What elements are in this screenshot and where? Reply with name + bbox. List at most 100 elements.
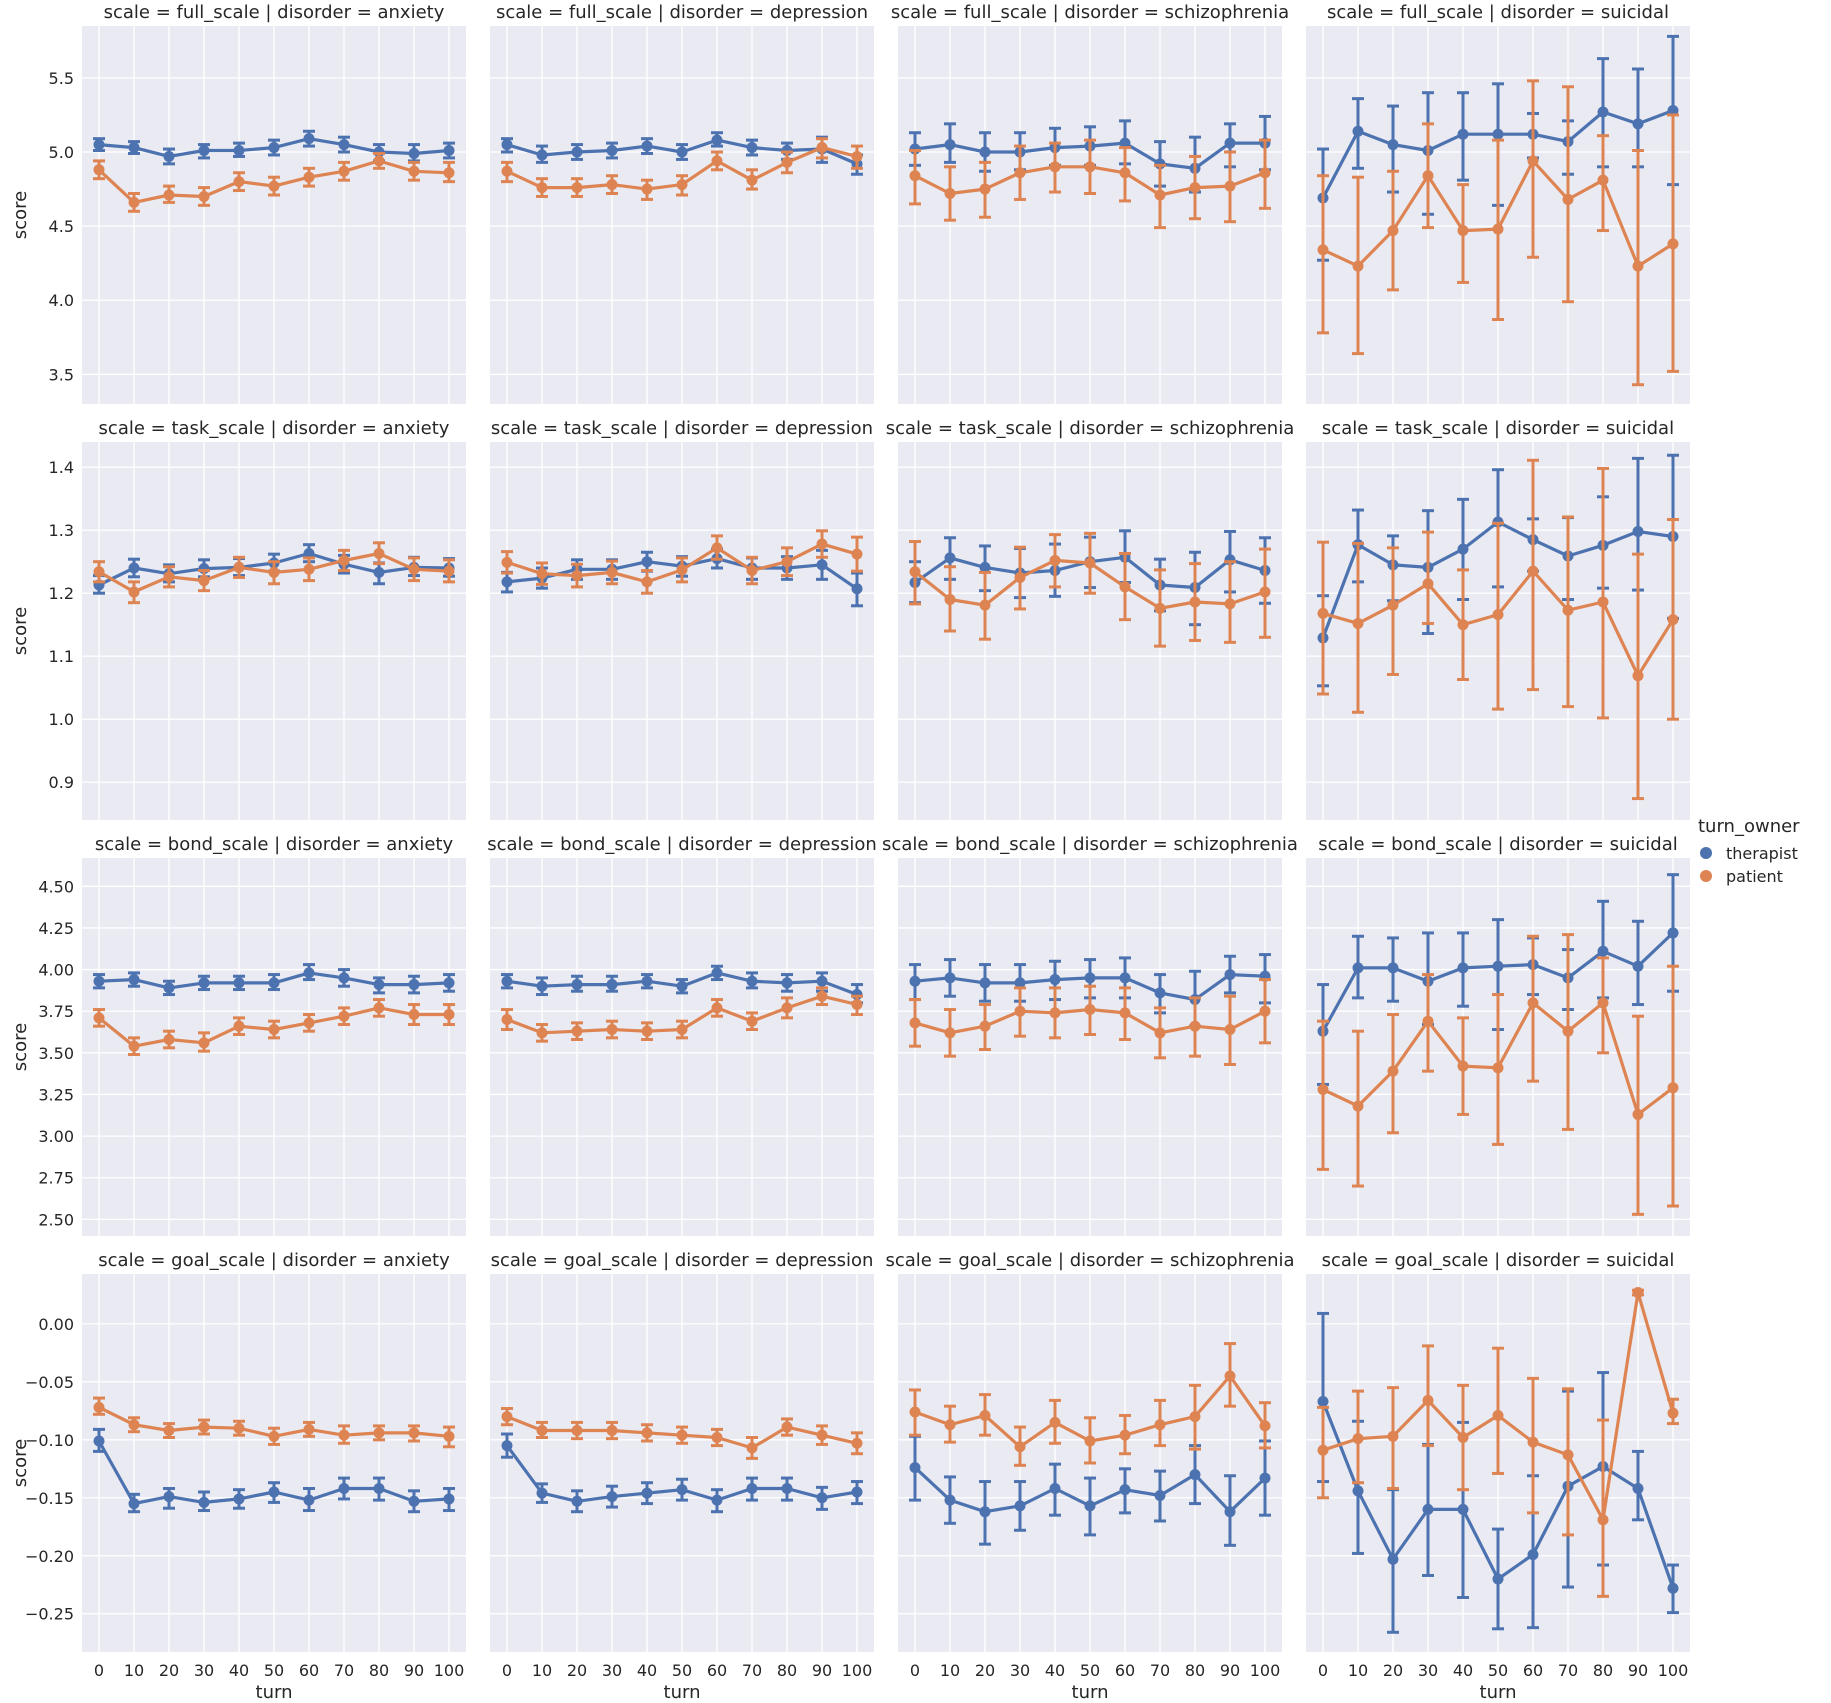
data-point-patient: [233, 176, 245, 188]
data-point-patient: [1049, 554, 1061, 566]
data-point-patient: [1317, 244, 1329, 256]
panel-title: scale = full_scale | disorder = suicidal: [1327, 2, 1669, 23]
data-point-therapist: [198, 1496, 210, 1508]
x-tick-label: 50: [1080, 1661, 1100, 1680]
data-point-patient: [1119, 167, 1131, 179]
x-tick-label: 20: [159, 1661, 179, 1680]
data-point-therapist: [1457, 543, 1469, 555]
data-point-patient: [1014, 571, 1026, 583]
data-point-patient: [1422, 170, 1434, 182]
panel-bond_scale-schizophrenia: scale = bond_scale | disorder = schizoph…: [882, 834, 1298, 1236]
data-point-patient: [303, 1017, 315, 1029]
data-point-therapist: [1632, 960, 1644, 972]
data-point-patient: [1154, 189, 1166, 201]
data-point-patient: [303, 563, 315, 575]
data-point-therapist: [1014, 1500, 1026, 1512]
panel-title: scale = bond_scale | disorder = anxiety: [95, 834, 454, 855]
y-axis-label: score: [10, 1439, 31, 1487]
data-point-therapist: [746, 142, 758, 154]
data-point-patient: [1632, 1287, 1644, 1299]
data-point-patient: [338, 554, 350, 566]
data-point-patient: [373, 1002, 385, 1014]
x-tick-label: 20: [975, 1661, 995, 1680]
data-point-patient: [1119, 1007, 1131, 1019]
data-point-patient: [233, 1020, 245, 1032]
data-point-patient: [944, 1419, 956, 1431]
data-point-therapist: [373, 566, 385, 578]
data-point-therapist: [501, 975, 513, 987]
data-point-patient: [268, 1024, 280, 1036]
data-point-patient: [711, 1431, 723, 1443]
data-point-patient: [606, 1024, 618, 1036]
y-axis-label: score: [10, 191, 31, 239]
data-point-patient: [1597, 997, 1609, 1009]
x-tick-label: 20: [1383, 1661, 1403, 1680]
data-point-patient: [93, 1401, 105, 1413]
panel-full_scale-depression: scale = full_scale | disorder = depressi…: [490, 2, 874, 404]
x-tick-label: 50: [1488, 1661, 1508, 1680]
data-point-patient: [1387, 1430, 1399, 1442]
data-point-patient: [816, 538, 828, 550]
data-point-patient: [443, 167, 455, 179]
data-point-patient: [1527, 565, 1539, 577]
data-point-therapist: [781, 977, 793, 989]
data-point-patient: [979, 1409, 991, 1421]
data-point-therapist: [851, 1486, 863, 1498]
panel-task_scale-depression: scale = task_scale | disorder = depressi…: [490, 418, 874, 820]
panel-goal_scale-schizophrenia: scale = goal_scale | disorder = schizoph…: [885, 1250, 1294, 1703]
series-therapist: [501, 1432, 863, 1514]
data-point-patient: [1632, 670, 1644, 682]
y-tick-label: 4.00: [38, 961, 74, 980]
data-point-therapist: [268, 1486, 280, 1498]
data-point-patient: [1352, 260, 1364, 272]
y-tick-label: −0.25: [25, 1605, 74, 1624]
x-axis-label: turn: [256, 1682, 293, 1703]
data-point-patient: [1597, 1514, 1609, 1526]
panel-title: scale = task_scale | disorder = anxiety: [99, 418, 450, 439]
data-point-therapist: [303, 133, 315, 145]
data-point-patient: [1049, 161, 1061, 173]
data-point-therapist: [501, 1440, 513, 1452]
x-tick-label: 30: [602, 1661, 622, 1680]
series-patient: [1317, 933, 1679, 1216]
series-patient: [1317, 458, 1679, 801]
data-point-therapist: [163, 150, 175, 162]
y-tick-label: 3.50: [38, 1044, 74, 1063]
panel-bond_scale-depression: scale = bond_scale | disorder = depressi…: [487, 834, 877, 1236]
data-point-therapist: [676, 980, 688, 992]
data-point-therapist: [571, 1495, 583, 1507]
data-point-patient: [1492, 1409, 1504, 1421]
data-point-therapist: [443, 1493, 455, 1505]
x-tick-label: 70: [1558, 1661, 1578, 1680]
data-point-therapist: [641, 1487, 653, 1499]
data-point-therapist: [1387, 1553, 1399, 1565]
data-point-patient: [1084, 1004, 1096, 1016]
data-point-therapist: [1154, 1489, 1166, 1501]
x-tick-label: 50: [264, 1661, 284, 1680]
data-point-patient: [93, 164, 105, 176]
data-point-patient: [1457, 1431, 1469, 1443]
legend-marker-therapist: [1700, 847, 1712, 859]
data-point-patient: [816, 990, 828, 1002]
data-point-therapist: [781, 1483, 793, 1495]
data-point-therapist: [373, 1483, 385, 1495]
x-tick-label: 90: [404, 1661, 424, 1680]
data-point-patient: [641, 1427, 653, 1439]
x-tick-label: 0: [910, 1661, 920, 1680]
data-point-patient: [1632, 260, 1644, 272]
data-point-therapist: [1259, 1472, 1271, 1484]
data-point-patient: [1597, 596, 1609, 608]
panel-title: scale = full_scale | disorder = schizoph…: [891, 2, 1289, 23]
data-point-patient: [338, 1010, 350, 1022]
data-point-patient: [1259, 167, 1271, 179]
series-therapist: [501, 131, 863, 176]
data-point-patient: [233, 1422, 245, 1434]
data-point-patient: [1562, 604, 1574, 616]
data-point-patient: [408, 1009, 420, 1021]
data-point-patient: [128, 1040, 140, 1052]
data-point-therapist: [1632, 118, 1644, 130]
data-point-patient: [781, 1002, 793, 1014]
data-point-patient: [501, 556, 513, 568]
data-point-therapist: [338, 1483, 350, 1495]
x-tick-label: 100: [842, 1661, 873, 1680]
